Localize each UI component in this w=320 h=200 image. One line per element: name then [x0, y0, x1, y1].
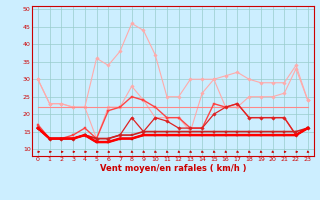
X-axis label: Vent moyen/en rafales ( km/h ): Vent moyen/en rafales ( km/h ) [100, 164, 246, 173]
